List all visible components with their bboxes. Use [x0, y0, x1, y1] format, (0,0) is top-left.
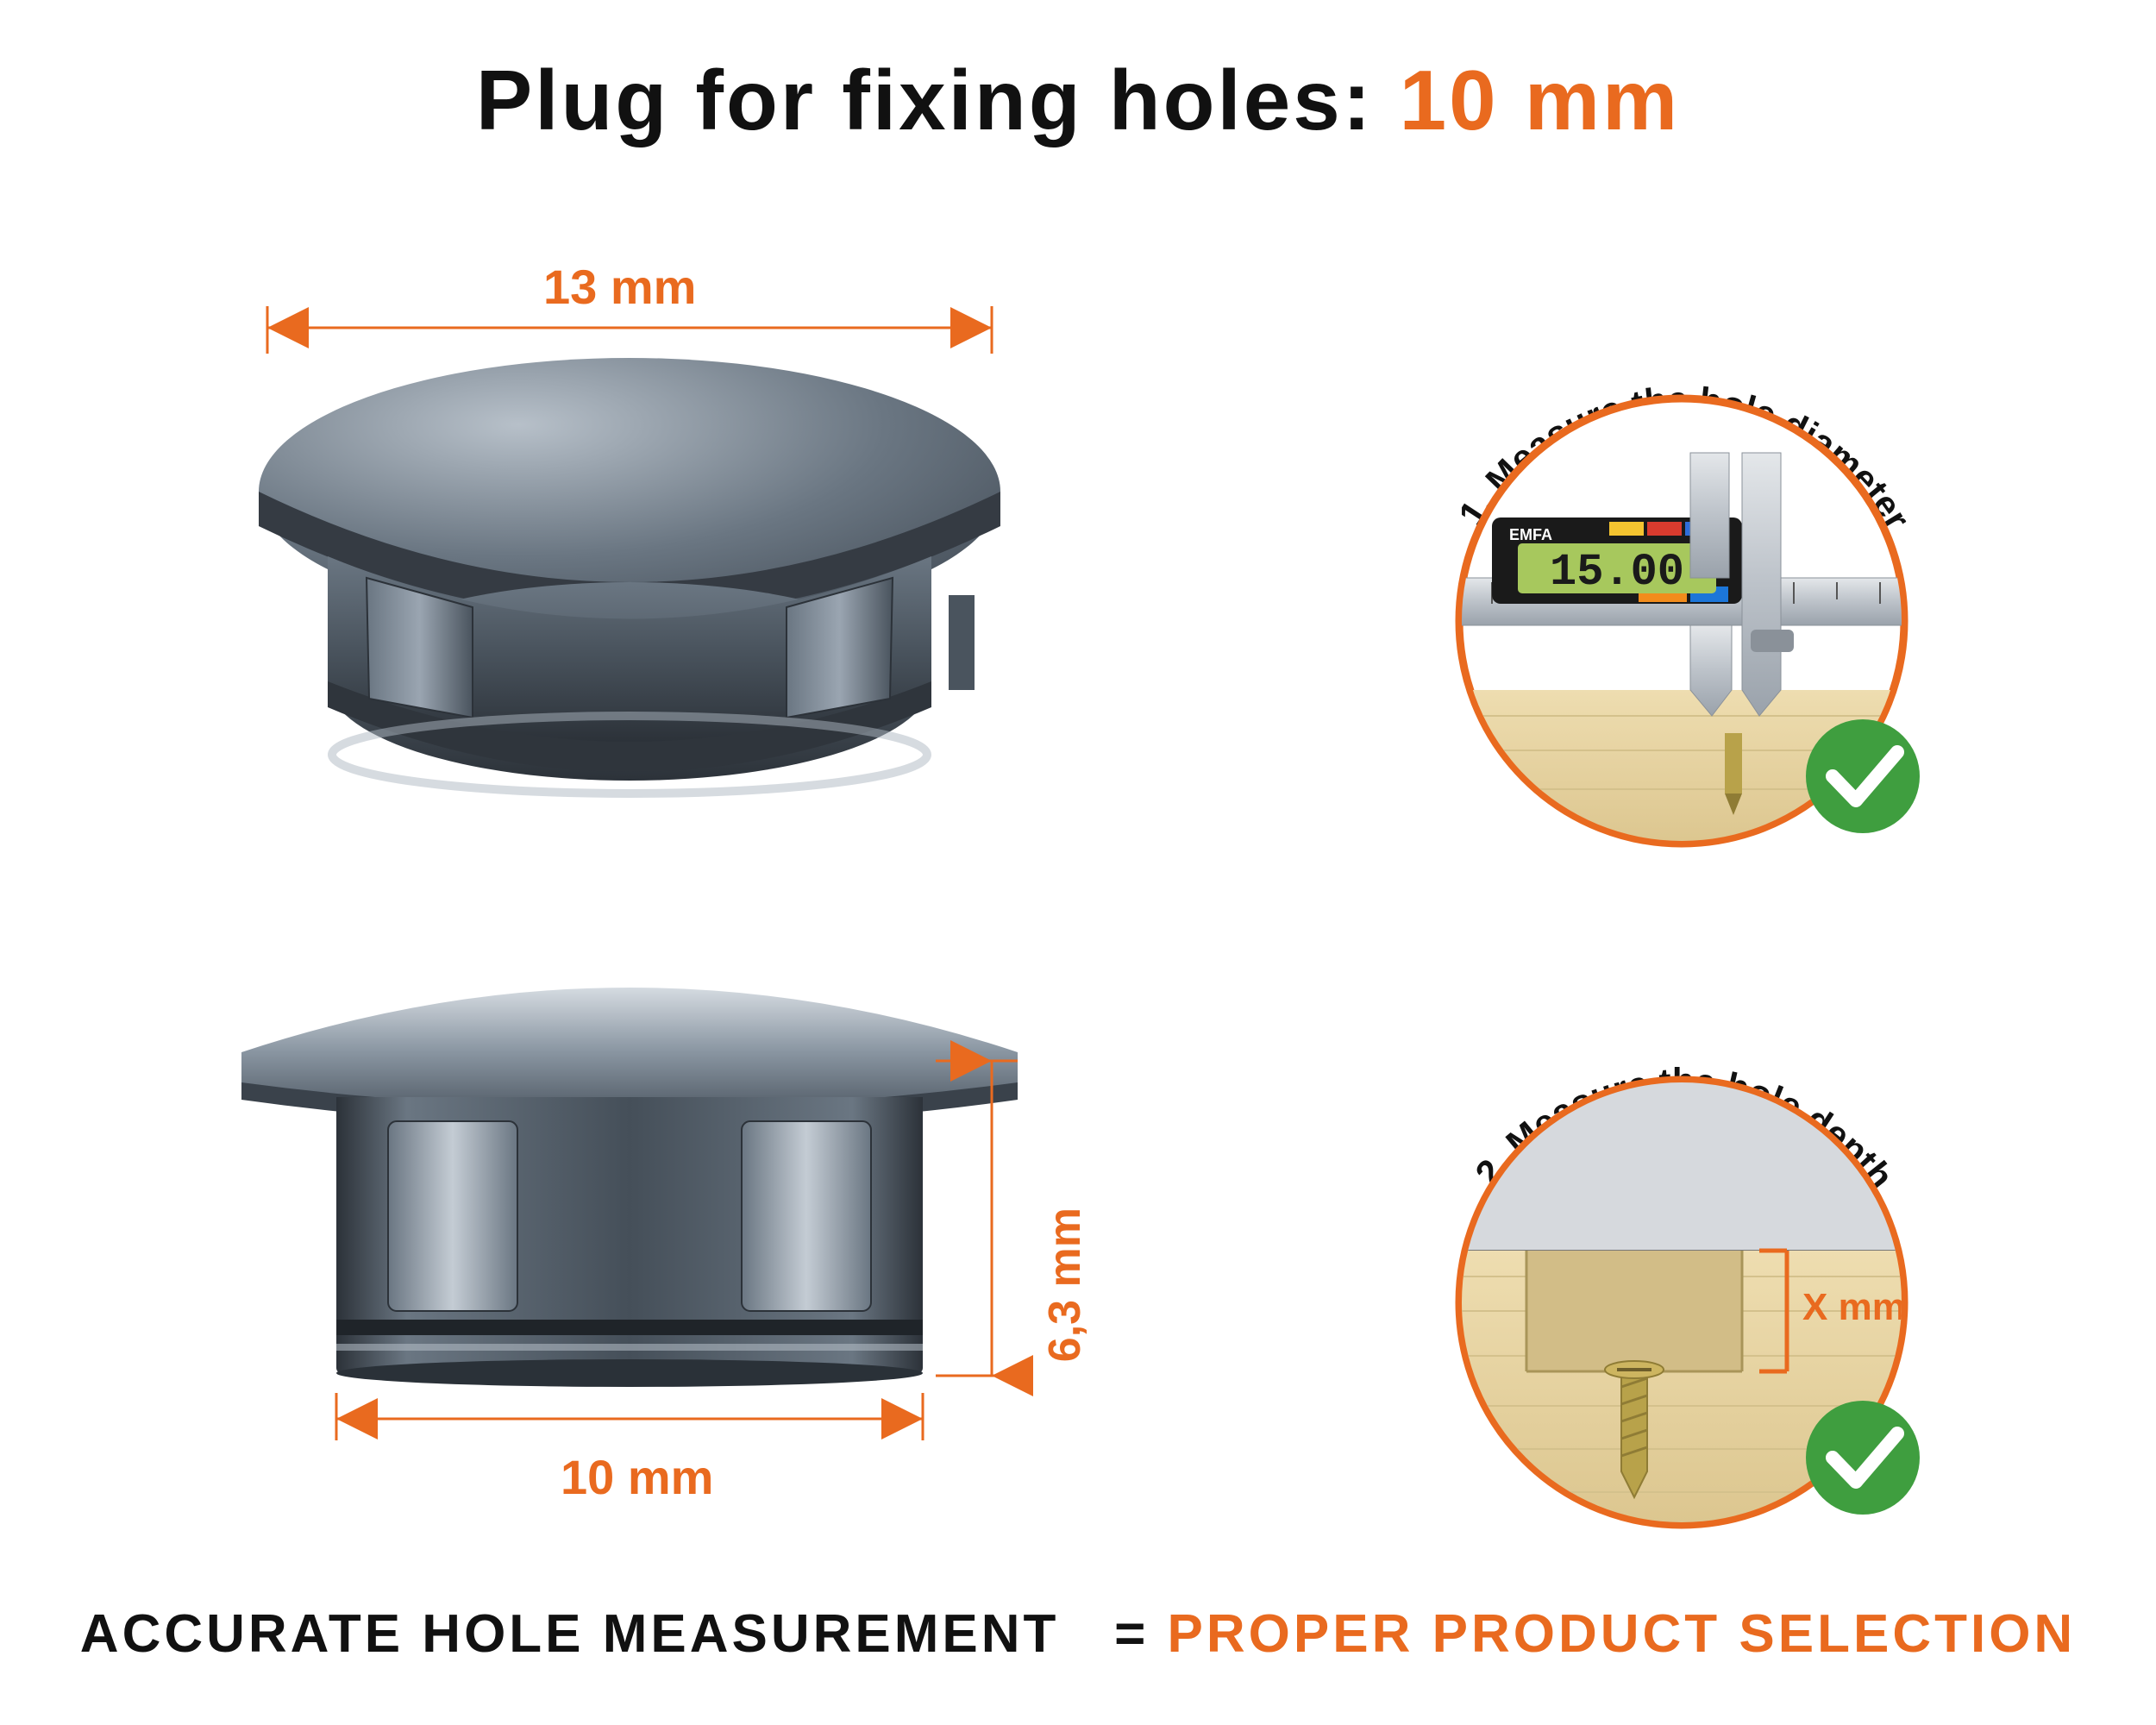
dim-stem-width: 10 mm — [561, 1449, 713, 1505]
check-icon — [1806, 1401, 1920, 1515]
dim-height: 6,3 mm — [1039, 1208, 1091, 1362]
step-1: 1. Measure the hole diameter — [1380, 285, 1984, 888]
footer-eq: = — [1114, 1604, 1167, 1664]
step-2: 2. Measure the hole depth — [1380, 966, 1984, 1570]
footer-right: PROPER PRODUCT SELECTION — [1168, 1604, 2077, 1664]
title-prefix: Plug for fixing holes: — [476, 53, 1400, 147]
title-value: 10 mm — [1400, 53, 1681, 147]
footer: ACCURATE HOLE MEASUREMENT = PROPER PRODU… — [80, 1603, 2076, 1665]
caliper-brand: EMFA — [1509, 526, 1552, 543]
plug-top-svg — [155, 276, 1104, 811]
plug-side-svg — [155, 914, 1147, 1535]
depth-label: X mm — [1802, 1286, 1906, 1328]
step1-svg: 1. Measure the hole diameter — [1380, 285, 1984, 888]
check-icon — [1806, 719, 1920, 833]
step2-svg: 2. Measure the hole depth — [1380, 966, 1984, 1570]
footer-left: ACCURATE HOLE MEASUREMENT — [80, 1604, 1060, 1664]
caliper-reading: 15.00 — [1550, 547, 1684, 598]
dim-cap-width: 13 mm — [543, 259, 696, 315]
plug-side-view: 10 mm 6,3 mm — [155, 914, 1104, 1535]
plug-top-view: 13 mm — [155, 276, 1104, 811]
page-title: Plug for fixing holes: 10 mm — [476, 52, 1680, 149]
